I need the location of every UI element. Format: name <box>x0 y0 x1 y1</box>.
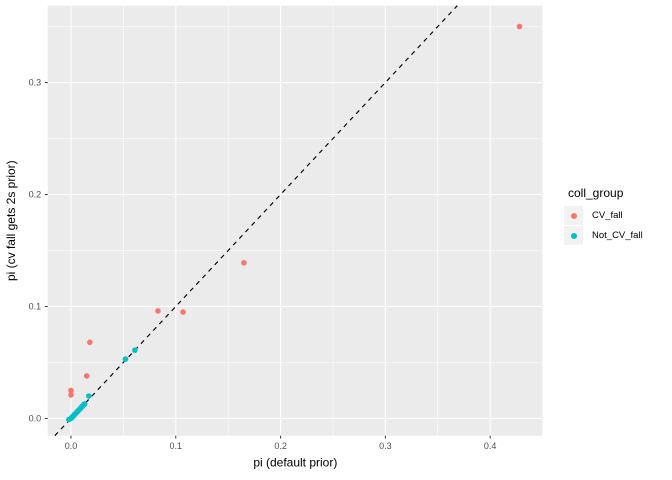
data-point-cv_fall <box>83 373 90 379</box>
data-point-cv_fall <box>68 392 74 398</box>
legend-label: Not_CV_fall <box>592 230 643 241</box>
x-axis-title: pi (default prior) <box>253 456 337 470</box>
legend-key <box>564 226 583 245</box>
legend-items: CV_fall Not_CV_fall <box>564 206 643 245</box>
data-point-not_cv_fall <box>122 356 129 362</box>
legend-title: coll_group <box>568 186 624 200</box>
x-axis-tick-label: 0.3 <box>379 441 392 451</box>
legend-dot-icon <box>570 232 577 239</box>
data-point-cv_fall <box>516 23 523 30</box>
x-axis-tick-label: 0.4 <box>484 441 497 451</box>
legend-key <box>564 206 583 225</box>
legend-label: CV_fall <box>592 210 623 221</box>
data-point-cv_fall <box>241 260 247 266</box>
y-axis-tick-label: 0.1 <box>29 302 42 312</box>
y-axis-title: pi (cv fall gets 2s prior) <box>4 160 18 281</box>
data-point-cv_fall <box>87 339 93 346</box>
y-axis-tick-label: 0.3 <box>29 78 42 88</box>
data-point-not_cv_fall <box>85 393 92 399</box>
data-point-not_cv_fall <box>81 401 88 407</box>
legend-item-not_cv_fall: Not_CV_fall <box>564 226 643 245</box>
x-axis-tick-label: 0.1 <box>170 441 183 451</box>
y-axis-tick-label: 0.0 <box>29 414 42 424</box>
data-point-not_cv_fall <box>132 347 138 353</box>
data-point-cv_fall <box>68 387 74 394</box>
y-axis-tick-label: 0.2 <box>29 190 42 200</box>
data-point-cv_fall <box>155 308 161 314</box>
legend: coll_group CV_fall Not_CV_fall <box>564 186 643 246</box>
panel-background <box>47 5 543 436</box>
x-axis-tick-label: 0.0 <box>65 441 78 451</box>
x-axis-tick-label: 0.2 <box>274 441 287 451</box>
data-point-cv_fall <box>180 309 186 315</box>
legend-item-cv_fall: CV_fall <box>564 206 643 225</box>
legend-dot-icon <box>570 212 577 219</box>
